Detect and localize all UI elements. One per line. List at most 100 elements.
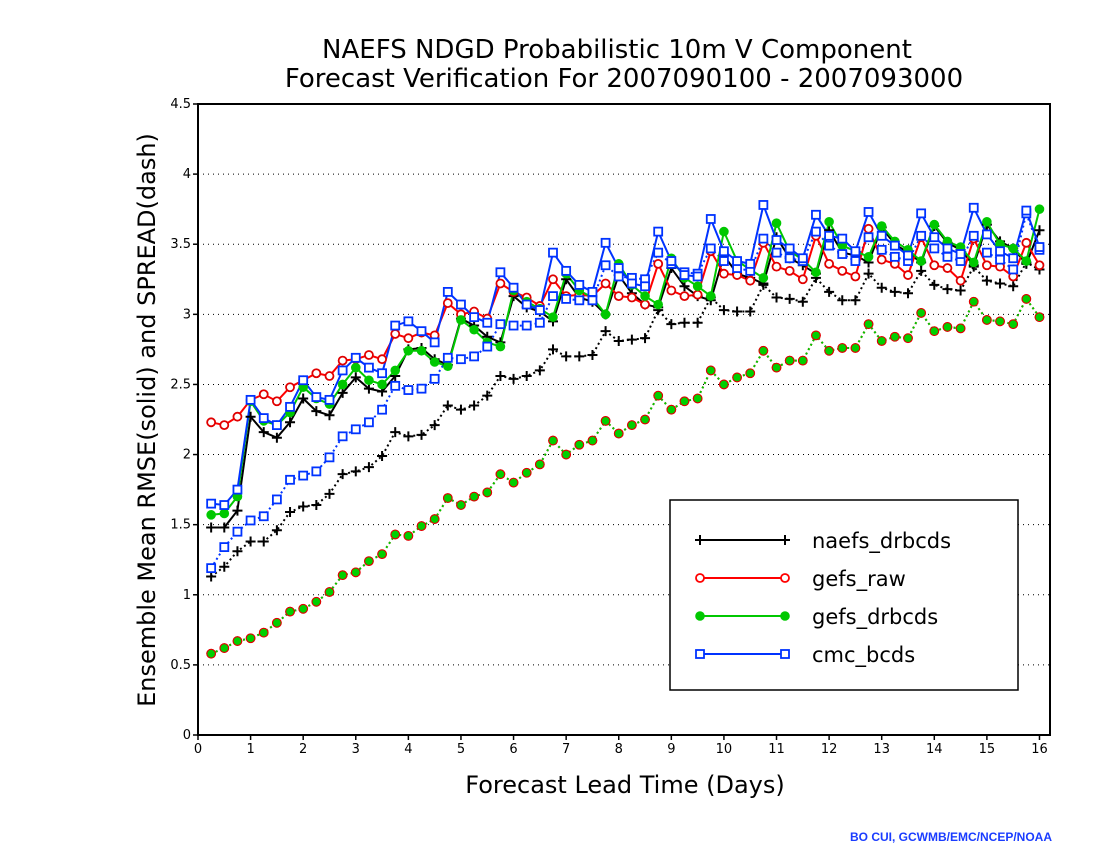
rmse-point-naefs-drbcds (206, 522, 217, 533)
rmse-point-gefs-raw (232, 411, 243, 422)
rmse-point-gefs-raw (850, 271, 861, 282)
spread-point-naefs-drbcds (863, 268, 874, 279)
rmse-point-cmc-bcds (1034, 242, 1045, 252)
x-tick-label: 5 (457, 742, 465, 757)
rmse-point-gefs-raw (495, 278, 506, 289)
spread-point-gefs-drbcds (298, 604, 308, 614)
rmse-point-naefs-drbcds (285, 417, 296, 428)
spread-point-naefs-drbcds (271, 525, 282, 536)
spread-point-gefs-drbcds (653, 390, 663, 401)
rmse-point-gefs-raw (929, 260, 940, 271)
spread-point-naefs-drbcds (995, 278, 1006, 289)
rmse-point-cmc-bcds (456, 299, 466, 310)
rmse-point-cmc-bcds (955, 249, 966, 259)
rmse-point-gefs-drbcds (876, 221, 887, 231)
x-tick-label: 16 (1031, 742, 1048, 757)
spread-point-gefs-drbcds (245, 633, 256, 644)
spread-point-gefs-drbcds (771, 362, 782, 373)
rmse-point-gefs-drbcds (982, 216, 992, 227)
rmse-point-gefs-raw (311, 368, 322, 379)
plot-frame (197, 103, 1051, 736)
spread-point-gefs-drbcds (429, 514, 440, 524)
rmse-point-gefs-drbcds (692, 281, 703, 292)
spread-point-naefs-drbcds (403, 431, 414, 442)
spread-point-cmc-bcds (495, 319, 506, 330)
rmse-point-gefs-drbcds (653, 299, 663, 310)
rmse-point-gefs-raw (285, 382, 295, 393)
rmse-point-gefs-raw (771, 261, 782, 272)
rmse-point-cmc-bcds (929, 232, 940, 243)
legend: naefs_drbcds gefs_raw gefs_drbcds cmc_bcds (669, 499, 1019, 691)
spread-point-cmc-bcds (271, 494, 282, 505)
rmse-point-cmc-bcds (797, 253, 808, 264)
rmse-point-cmc-bcds (219, 500, 230, 510)
spread-point-gefs-drbcds (705, 365, 716, 376)
rmse-point-cmc-bcds (482, 317, 493, 328)
spread-point-gefs-drbcds (942, 322, 953, 332)
spread-point-cmc-bcds (219, 542, 230, 553)
spread-point-gefs-drbcds (732, 372, 742, 383)
y-tick-label: 1 (183, 588, 191, 603)
spread-point-gefs-drbcds (798, 355, 808, 366)
spread-point-gefs-drbcds (587, 435, 598, 446)
rmse-point-naefs-drbcds (271, 432, 282, 443)
rmse-point-gefs-drbcds (416, 345, 427, 356)
rmse-point-cmc-bcds (811, 209, 821, 220)
spread-point-naefs-drbcds (903, 288, 913, 299)
spread-point-cmc-bcds (942, 251, 953, 262)
spread-point-naefs-drbcds (521, 371, 532, 382)
spread-point-gefs-drbcds (508, 477, 519, 488)
rmse-point-gefs-raw (679, 291, 690, 302)
rmse-point-cmc-bcds (495, 267, 506, 278)
rmse-point-cmc-bcds (995, 246, 1005, 257)
rmse-point-cmc-bcds (298, 375, 309, 386)
rmse-point-gefs-drbcds (758, 273, 769, 283)
spread-point-cmc-bcds (837, 249, 848, 259)
x-tick-label: 9 (667, 742, 675, 757)
rmse-point-cmc-bcds (784, 243, 795, 254)
spread-point-naefs-drbcds (232, 546, 243, 557)
spread-point-cmc-bcds (521, 320, 532, 331)
rmse-point-cmc-bcds (442, 286, 453, 297)
spread-point-naefs-drbcds (771, 292, 782, 303)
rmse-point-cmc-bcds (337, 365, 348, 376)
spread-point-cmc-bcds (298, 470, 309, 481)
spread-point-gefs-drbcds (837, 343, 848, 353)
rmse-point-gefs-raw (390, 329, 401, 339)
spread-point-naefs-drbcds (797, 296, 808, 307)
rmse-point-gefs-raw (981, 260, 992, 271)
spread-point-cmc-bcds (574, 295, 585, 306)
rmse-line-cmc-bcds (210, 201, 1041, 507)
rmse-point-gefs-drbcds (429, 357, 440, 367)
rmse-point-gefs-raw (824, 258, 835, 269)
spread-point-cmc-bcds (311, 466, 322, 477)
rmse-point-gefs-drbcds (705, 291, 716, 301)
legend-marker-gefs-drbcds (695, 611, 705, 621)
spread-point-gefs-drbcds (929, 326, 940, 336)
spread-point-gefs-drbcds (811, 330, 821, 341)
spread-point-gefs-drbcds (890, 331, 900, 342)
rmse-point-cmc-bcds (364, 362, 374, 373)
spread-point-gefs-drbcds (876, 336, 887, 346)
rmse-point-cmc-bcds (876, 230, 887, 241)
spread-point-naefs-drbcds (981, 275, 992, 286)
rmse-point-gefs-drbcds (824, 216, 834, 227)
spread-point-naefs-drbcds (679, 317, 690, 328)
spread-point-cmc-bcds (600, 260, 611, 271)
rmse-point-gefs-drbcds (364, 375, 374, 386)
rmse-point-cmc-bcds (508, 282, 519, 293)
rmse-point-cmc-bcds (285, 401, 295, 412)
spread-point-naefs-drbcds (692, 317, 703, 328)
x-tick-label: 1 (246, 742, 254, 757)
spread-point-gefs-drbcds (784, 355, 795, 366)
spread-point-gefs-drbcds (824, 345, 834, 356)
spread-point-gefs-drbcds (1021, 294, 1032, 304)
rmse-point-cmc-bcds (271, 420, 282, 431)
spread-line-gefs-drbcds (210, 297, 1041, 655)
legend-marker-cmc-bcds (780, 649, 790, 659)
spread-point-cmc-bcds (705, 243, 716, 254)
spread-point-cmc-bcds (416, 383, 427, 394)
rmse-point-cmc-bcds (837, 233, 848, 244)
legend-marker-gefs-drbcds (780, 611, 790, 621)
rmse-point-cmc-bcds (968, 202, 979, 213)
